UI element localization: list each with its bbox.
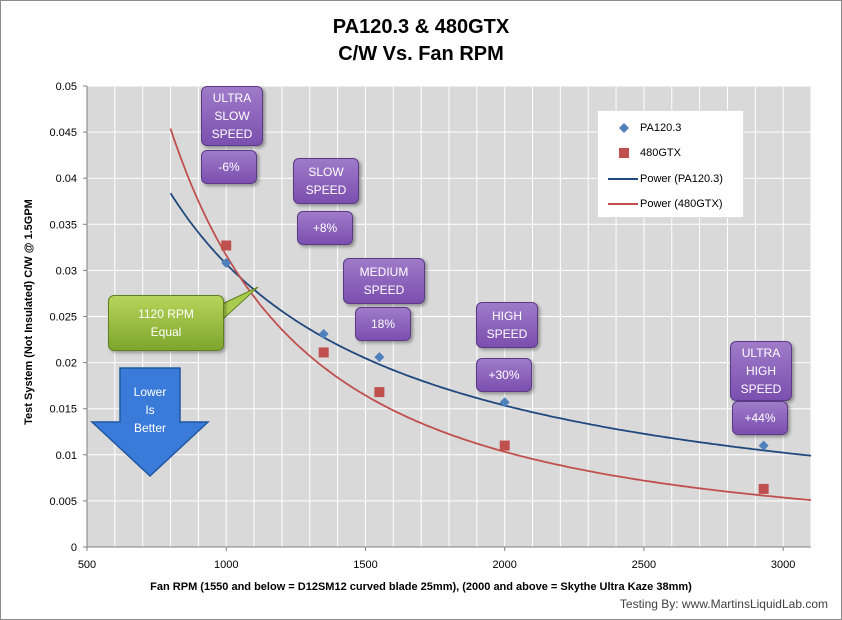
pa120-marker — [318, 329, 329, 340]
chart-title-line-1: PA120.3 & 480GTX — [332, 16, 510, 38]
legend-item-power-480gtx: Power (480GTX) — [598, 196, 743, 212]
y-tick-label: 0 — [71, 542, 77, 554]
y-tick-label: 0.015 — [49, 404, 77, 416]
legend: PA120.3 480GTX Power (PA120.3) Power (48… — [597, 110, 744, 218]
y-axis-label: Test System (Not Insulated) C/W @ 1.5GPM — [23, 199, 35, 425]
y-tick-label: 0.01 — [56, 450, 77, 462]
y-tick-label: 0.035 — [49, 219, 77, 231]
legend-label: 480GTX — [640, 147, 681, 159]
x-tick-label: 2500 — [632, 559, 656, 571]
lower-is-better-arrow-icon — [90, 367, 210, 478]
chart-title: PA120.3 & 480GTX C/W Vs. Fan RPM — [0, 14, 842, 68]
y-tick-label: 0.02 — [56, 358, 77, 370]
high-speed-note: HIGH SPEED — [476, 302, 538, 348]
x-tick-label: 3000 — [771, 559, 795, 571]
y-tick-label: 0.005 — [49, 496, 77, 508]
legend-item-pa120: PA120.3 — [598, 120, 743, 136]
legend-item-480gtx: 480GTX — [598, 145, 743, 161]
ultra-slow-speed-note: ULTRA SLOW SPEED — [201, 86, 263, 146]
legend-line-icon — [608, 178, 638, 180]
x-tick-label: 1500 — [353, 559, 377, 571]
legend-item-power-pa120: Power (PA120.3) — [598, 171, 743, 187]
y-tick-label: 0.025 — [49, 312, 77, 324]
ultra-slow-percent-note: -6% — [201, 150, 257, 184]
pa120-marker — [221, 258, 232, 269]
legend-line-icon — [608, 203, 638, 205]
legend-label: Power (480GTX) — [640, 198, 723, 210]
crossover-equal-note: 1120 RPM Equal — [108, 295, 224, 351]
chart-title-line-2: C/W Vs. Fan RPM — [338, 43, 504, 65]
x-tick-label: 500 — [78, 559, 96, 571]
legend-diamond-icon — [619, 123, 629, 133]
legend-label: Power (PA120.3) — [640, 173, 723, 185]
y-tick-label: 0.03 — [56, 265, 77, 277]
y-tick-label: 0.05 — [56, 81, 77, 93]
480gtx-marker — [499, 440, 510, 451]
480gtx-marker — [758, 483, 769, 494]
trendline-480gtx — [169, 128, 812, 501]
y-tick-label: 0.045 — [49, 127, 77, 139]
480gtx-marker — [221, 240, 232, 251]
legend-square-icon — [619, 148, 629, 158]
ultra-high-percent-note: +44% — [732, 401, 788, 435]
y-tick-label: 0.04 — [56, 173, 77, 185]
slow-speed-note: SLOW SPEED — [293, 158, 359, 204]
trendline-pa120 — [169, 192, 812, 457]
ultra-high-speed-note: ULTRA HIGH SPEED — [730, 341, 792, 401]
medium-percent-note: 18% — [355, 307, 411, 341]
pa120-marker — [374, 352, 385, 363]
legend-label: PA120.3 — [640, 122, 682, 134]
x-tick-label: 1000 — [214, 559, 238, 571]
medium-speed-note: MEDIUM SPEED — [343, 258, 425, 304]
slow-percent-note: +8% — [297, 211, 353, 245]
480gtx-marker — [374, 387, 385, 398]
x-tick-label: 2000 — [492, 559, 516, 571]
lower-is-better-text: Lower Is Better — [133, 385, 167, 435]
x-axis-label: Fan RPM (1550 and below = D12SM12 curved… — [150, 581, 692, 593]
480gtx-marker — [318, 347, 329, 358]
credit-text: Testing By: www.MartinsLiquidLab.com — [619, 597, 828, 611]
high-percent-note: +30% — [476, 358, 532, 392]
pa120-marker — [499, 397, 510, 408]
pa120-marker — [758, 440, 769, 451]
